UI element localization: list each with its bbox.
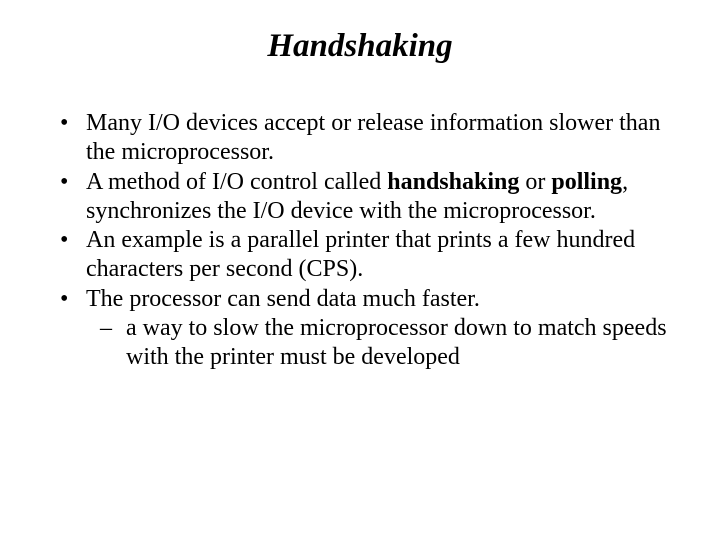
slide-title: Handshaking [48,28,672,65]
bullet-list: Many I/O devices accept or release infor… [48,109,672,372]
bullet-text-fragment: or [519,169,551,195]
sub-bullet-item: a way to slow the microprocessor down to… [100,314,672,373]
bold-term: polling [551,169,622,195]
bold-term: handshaking [387,169,519,195]
sub-bullet-text: a way to slow the microprocessor down to… [126,315,667,370]
bullet-text: An example is a parallel printer that pr… [86,227,635,282]
bullet-text: Many I/O devices accept or release infor… [86,110,660,165]
bullet-item: An example is a parallel printer that pr… [60,226,672,285]
bullet-item: The processor can send data much faster.… [60,285,672,373]
bullet-text-fragment: A method of I/O control called [86,169,387,195]
bullet-item: A method of I/O control called handshaki… [60,168,672,227]
bullet-text: The processor can send data much faster. [86,286,480,312]
sub-bullet-list: a way to slow the microprocessor down to… [86,314,672,373]
slide: Handshaking Many I/O devices accept or r… [0,0,720,540]
bullet-item: Many I/O devices accept or release infor… [60,109,672,168]
